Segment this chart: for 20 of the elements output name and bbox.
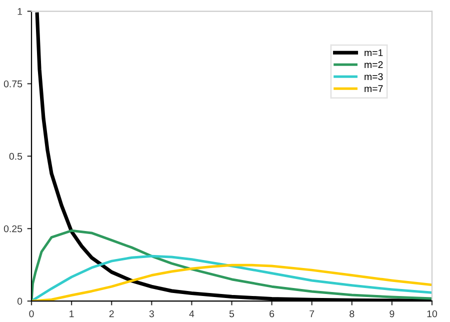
- legend-label: m=1: [364, 49, 383, 56]
- x-tick-label: 0: [29, 310, 34, 318]
- y-tick-label: 0: [17, 298, 22, 305]
- x-tick-label: 8: [350, 310, 354, 318]
- y-tick-label: 0.75: [4, 80, 22, 88]
- x-tick-label: 3: [149, 310, 154, 318]
- x-tick-label: 1: [70, 310, 74, 318]
- legend-label: m=2: [364, 61, 383, 68]
- x-tick-label: 4: [189, 310, 194, 318]
- x-tick-label: 7: [310, 310, 314, 318]
- y-tick-label: 1: [18, 8, 22, 15]
- y-tick-label: 0.5: [9, 152, 22, 160]
- y-tick-label: 0.25: [4, 225, 22, 232]
- legend-label: m=3: [364, 73, 383, 80]
- legend-label: m=7: [364, 85, 383, 92]
- x-tick-label: 2: [109, 310, 114, 318]
- x-tick-label: 9: [390, 310, 394, 318]
- x-tick-label: 10: [427, 310, 438, 318]
- x-tick-label: 6: [270, 310, 274, 318]
- x-tick-label: 5: [229, 310, 234, 318]
